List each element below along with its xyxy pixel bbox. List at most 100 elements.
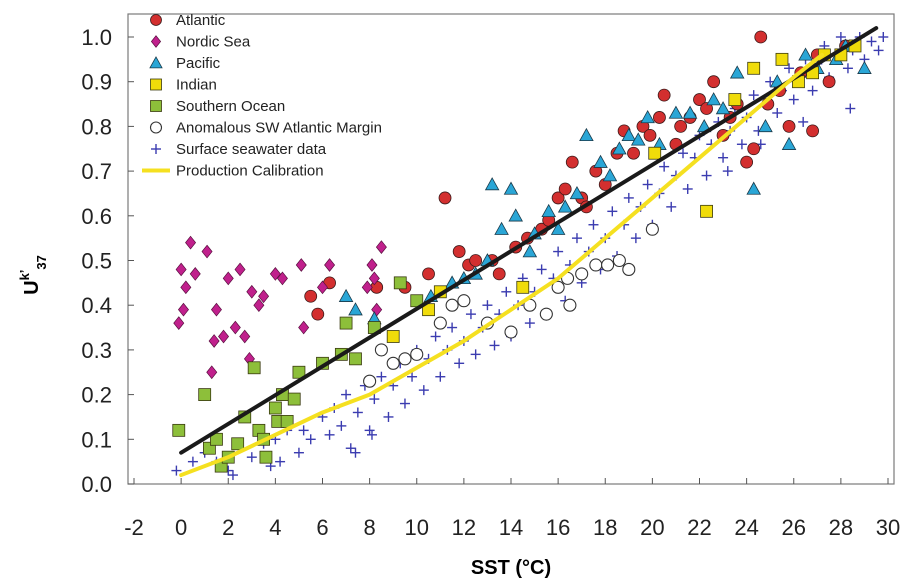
y-tick-label: 0.1 [81, 427, 112, 452]
y-tick-label: 0.2 [81, 383, 112, 408]
surface-seawater-point [350, 447, 361, 458]
atlantic-point [558, 182, 572, 196]
nordic-sea-point [239, 329, 251, 344]
anomalous-sw-atlantic-margin-point [410, 347, 424, 361]
surface-seawater-point [227, 470, 238, 481]
x-tick-label: 24 [734, 515, 758, 540]
legend-swatch [149, 56, 163, 69]
pacific-point [579, 127, 594, 142]
x-tick-label: 6 [316, 515, 328, 540]
x-tick-label: 0 [175, 515, 187, 540]
surface-seawater-point [659, 161, 670, 172]
atlantic-point [653, 111, 666, 124]
surface-seawater-point [678, 148, 689, 159]
nordic-sea-point [253, 298, 265, 313]
pacific-point [746, 181, 761, 195]
surface-seawater-point [187, 456, 198, 467]
pacific-point [682, 105, 698, 119]
surface-seawater-point [873, 45, 884, 56]
pacific-point [494, 221, 509, 235]
surface-seawater-point [171, 465, 182, 476]
atlantic-point [469, 254, 483, 267]
pacific-point [706, 92, 721, 106]
nordic-sea-point [298, 320, 310, 335]
atlantic-point [754, 30, 768, 44]
surface-seawater-point [364, 425, 375, 436]
pacific-point [621, 127, 637, 142]
anomalous-sw-atlantic-margin-point [374, 343, 388, 357]
production-calibration-line [179, 52, 825, 478]
y-tick-label: 0.6 [81, 204, 112, 229]
surface-seawater-point [666, 201, 677, 212]
legend-swatch [149, 121, 163, 134]
nordic-sea-point [324, 258, 336, 272]
surface-seawater-point [835, 32, 846, 42]
surface-seawater-point [298, 425, 309, 436]
x-axis-ticks: -2 0 2 4 6 8 10 12 14 16 18 20 22 24 26 28 30 [124, 478, 900, 540]
surface-seawater-point [435, 371, 446, 382]
nordic-sea-point [185, 235, 197, 250]
southern-ocean-point [259, 450, 273, 464]
anomalous-sw-atlantic-margin-point [457, 294, 471, 308]
pacific-point [612, 141, 627, 155]
surface-seawater-point [454, 358, 465, 369]
nordic-sea-point [173, 316, 185, 330]
surface-seawater-point [784, 63, 795, 74]
surface-seawater-point [701, 170, 712, 181]
y-axis-title-sub: 37 [34, 255, 49, 269]
pacific-point [550, 221, 566, 235]
legend-swatch [150, 14, 162, 26]
linear-fit-line [179, 26, 879, 455]
anomalous-sw-atlantic-margin-point [445, 298, 459, 312]
x-tick-label: 30 [876, 515, 900, 540]
x-tick-label: 28 [829, 515, 853, 540]
y-axis-ticks: 0.0 0.1 0.2 0.3 0.4 0.5 0.6 0.7 0.8 0.9 1.0 [81, 25, 134, 497]
atlantic-point [700, 102, 713, 115]
surface-seawater-point [571, 233, 582, 244]
y-tick-label: 0.8 [81, 114, 112, 139]
legend-label: Anomalous SW Atlantic Margin [176, 120, 382, 137]
nordic-sea-point [375, 240, 387, 254]
surface-seawater-point [366, 429, 377, 440]
atlantic-point [806, 124, 819, 138]
surface-seawater-point [878, 32, 889, 42]
x-tick-label: 2 [222, 515, 234, 540]
southern-ocean-point [198, 388, 212, 402]
x-tick-label: 8 [364, 515, 376, 540]
nordic-sea-point [222, 271, 234, 286]
y-tick-label: 1.0 [81, 25, 112, 50]
surface-seawater-point [748, 90, 759, 101]
anomalous-sw-atlantic-margin-point [589, 258, 603, 272]
legend-label: Surface seawater data [176, 141, 327, 158]
y-tick-label: 0.7 [81, 159, 112, 184]
surface-seawater-point [588, 219, 599, 230]
pacific-point [557, 199, 573, 213]
x-tick-label: 20 [640, 515, 664, 540]
atlantic-point [422, 267, 435, 281]
legend: Atlantic Nordic Sea Pacific Indian Southern … [142, 12, 382, 180]
surface-seawater-point [418, 385, 429, 396]
atlantic-point [565, 155, 579, 169]
nordic-sea-point [258, 289, 270, 304]
pacific-point [668, 105, 684, 119]
pacific-point [640, 110, 655, 124]
pacific-point [503, 181, 519, 195]
pacific-point [484, 177, 500, 191]
pacific-point [758, 118, 773, 133]
y-axis-title-sup: k’ [17, 270, 32, 281]
x-tick-label: 16 [546, 515, 570, 540]
surface-seawater-point [489, 340, 500, 351]
anomalous-sw-atlantic-margin-point [601, 258, 615, 272]
surface-seawater-point [501, 286, 512, 297]
surface-seawater-point [553, 246, 564, 257]
indian-point [386, 330, 400, 343]
pacific-point [338, 288, 354, 302]
anomalous-sw-atlantic-margin-point [539, 307, 553, 321]
nordic-sea-point [317, 280, 328, 295]
y-tick-label: 0.9 [81, 70, 112, 95]
surface-seawater-point [324, 429, 335, 440]
southern-ocean-point [349, 352, 362, 366]
x-tick-label: 22 [687, 515, 711, 540]
atlantic-point [707, 75, 721, 89]
